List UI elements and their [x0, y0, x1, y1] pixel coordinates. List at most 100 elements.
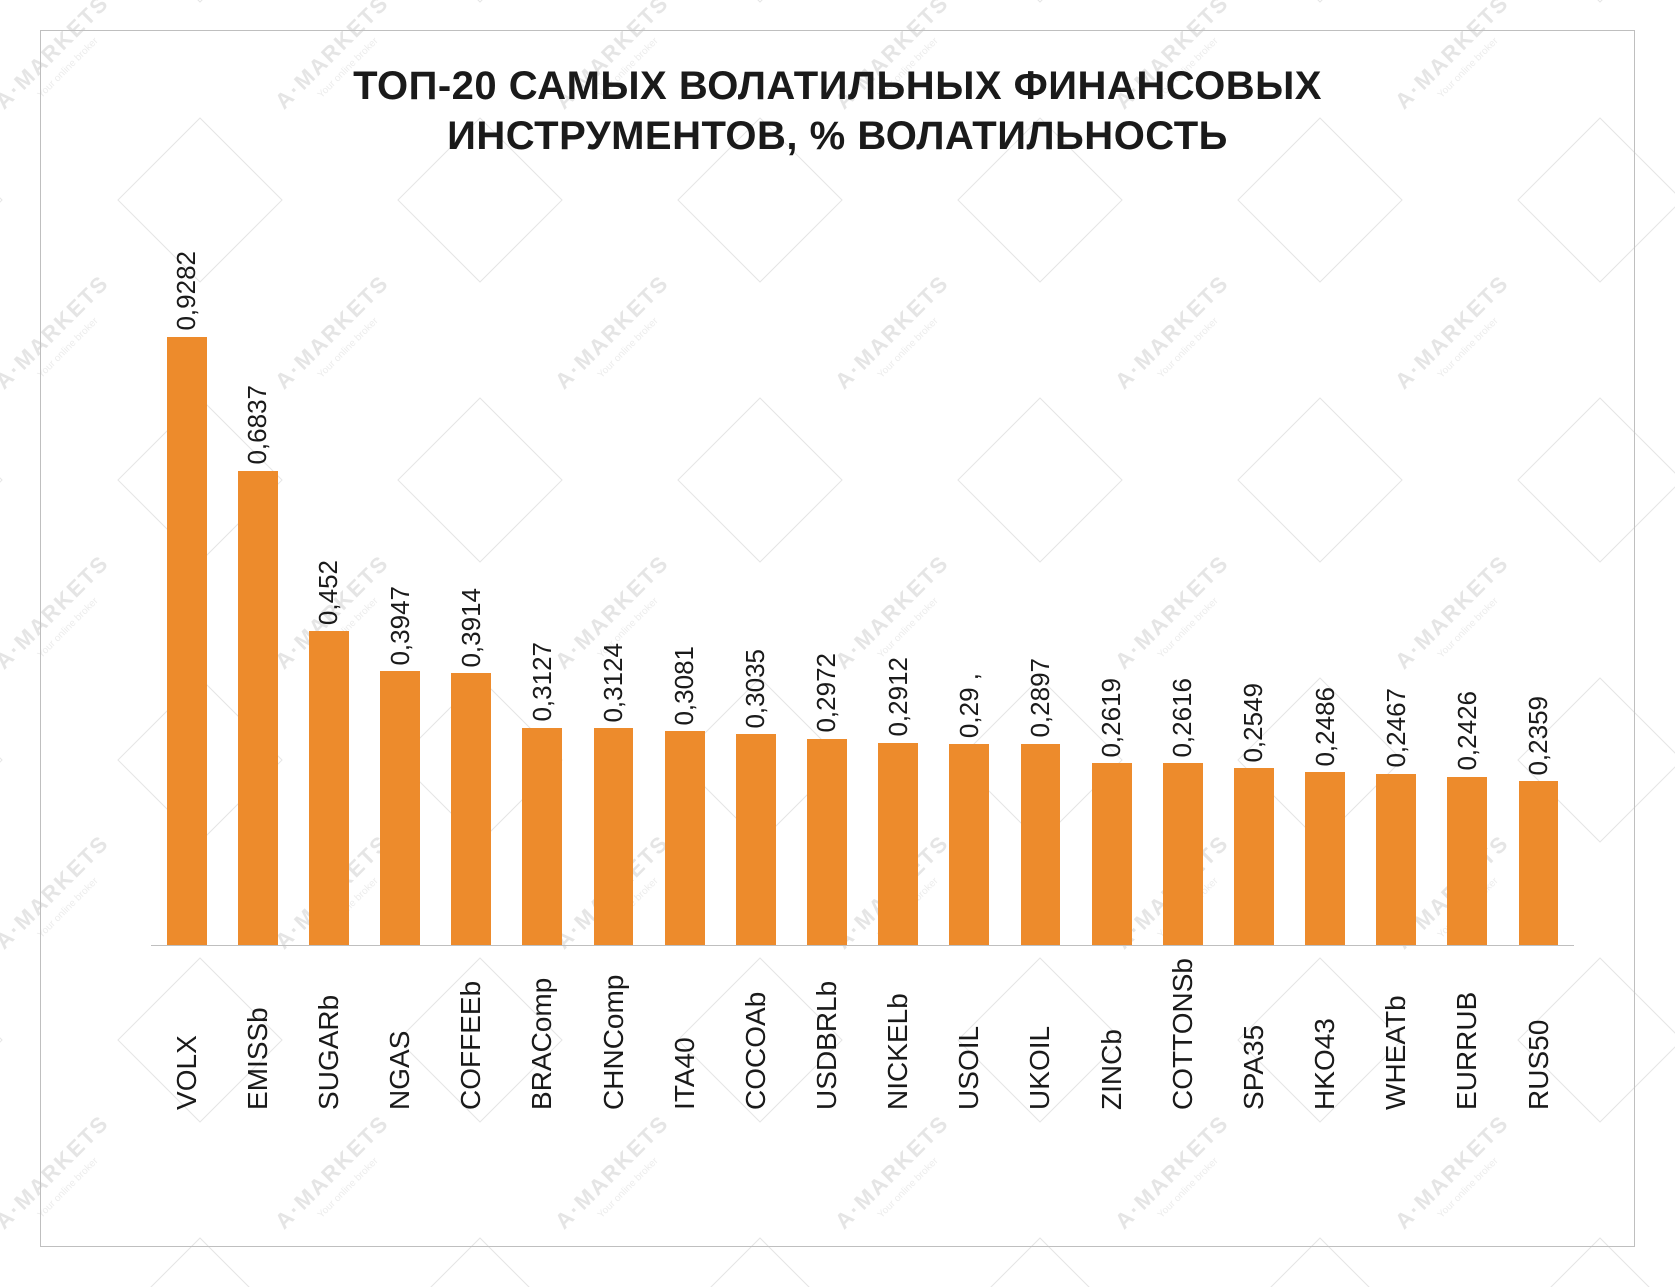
bar-wrap: 0,2467	[1361, 251, 1432, 945]
chart-title: ТОП-20 САМЫХ ВОЛАТИЛЬНЫХ ФИНАНСОВЫХ ИНСТ…	[41, 31, 1634, 171]
x-axis-label-text: BRAComp	[526, 958, 558, 1110]
bar-wrap: 0,6837	[222, 251, 293, 945]
x-axis-label: BRAComp	[507, 958, 578, 1110]
bar-value-label: 0,3035	[740, 649, 771, 729]
bar-value-label: 0,3947	[385, 586, 416, 666]
x-axis-label: ZINCb	[1076, 958, 1147, 1110]
x-axis-label-text: COTTONSb	[1167, 958, 1199, 1110]
bar-wrap: 0,2549	[1218, 251, 1289, 945]
bar	[665, 731, 705, 945]
x-axis-label: NICKELb	[863, 958, 934, 1110]
bar-value-label: 0,9282	[171, 251, 202, 331]
bar-wrap: 0,3127	[507, 251, 578, 945]
bar	[380, 671, 420, 945]
bar-wrap: 0,452	[293, 251, 364, 945]
bar-value-label: 0,2549	[1238, 683, 1269, 763]
bar-wrap: 0,2912	[863, 251, 934, 945]
bar-wrap: 0,9282	[151, 251, 222, 945]
bar	[1234, 768, 1274, 945]
bar	[1519, 781, 1559, 945]
x-axis-label: EMISSb	[222, 958, 293, 1110]
x-axis-label: COTTONSb	[1147, 958, 1218, 1110]
bar	[238, 471, 278, 945]
x-axis-label-text: EMISSb	[242, 958, 274, 1110]
bar	[309, 631, 349, 945]
bar	[1376, 774, 1416, 945]
x-axis-label: VOLX	[151, 958, 222, 1110]
bar	[167, 337, 207, 945]
x-axis-label-text: USOIL	[953, 958, 985, 1110]
bar-value-label: 0,2426	[1452, 691, 1483, 771]
x-axis-label-text: USDBRLb	[811, 958, 843, 1110]
bar-value-label: 0,3124	[598, 643, 629, 723]
bar-wrap: 0,29 ,	[934, 251, 1005, 945]
x-axis-label-text: SUGARb	[313, 958, 345, 1110]
x-axis-label-text: ITA40	[669, 958, 701, 1110]
x-axis-label-text: NGAS	[384, 958, 416, 1110]
bar-wrap: 0,3914	[436, 251, 507, 945]
bar-wrap: 0,2897	[1005, 251, 1076, 945]
x-axis-label-text: HKO43	[1309, 958, 1341, 1110]
bar-wrap: 0,2972	[791, 251, 862, 945]
x-axis-label: COFFEEb	[436, 958, 507, 1110]
x-axis-label: ITA40	[649, 958, 720, 1110]
x-axis-label: UKOIL	[1005, 958, 1076, 1110]
bar-wrap: 0,3035	[720, 251, 791, 945]
bar	[736, 734, 776, 945]
x-axis-label: RUS50	[1503, 958, 1574, 1110]
bar-value-label: 0,2616	[1167, 678, 1198, 758]
bar-value-label: 0,2467	[1381, 688, 1412, 768]
bar-value-label: 0,3914	[456, 588, 487, 668]
bar-wrap: 0,3081	[649, 251, 720, 945]
x-axis-label: USDBRLb	[791, 958, 862, 1110]
x-axis-label-text: UKOIL	[1024, 958, 1056, 1110]
bars-container: 0,9282 0,6837 0,452 0,3947 0,3914 0,3127 0,312…	[151, 251, 1574, 945]
bar-wrap: 0,2619	[1076, 251, 1147, 945]
x-axis-labels: VOLX EMISSb SUGARb NGAS COFFEEb BRAComp CHNCom…	[151, 958, 1574, 1110]
x-axis-label: HKO43	[1290, 958, 1361, 1110]
x-axis-label: EURRUB	[1432, 958, 1503, 1110]
x-axis-label-text: RUS50	[1523, 958, 1555, 1110]
bar-value-label: 0,2897	[1025, 658, 1056, 738]
bar	[522, 728, 562, 945]
x-axis-label: CHNComp	[578, 958, 649, 1110]
bar	[1092, 763, 1132, 945]
bar	[594, 728, 634, 945]
x-axis-label: WHEATb	[1361, 958, 1432, 1110]
x-axis-label-text: CHNComp	[598, 958, 630, 1110]
x-axis-label-text: VOLX	[171, 958, 203, 1110]
bar-value-label: 0,452	[313, 560, 344, 625]
bar-value-label: 0,3127	[527, 642, 558, 722]
x-axis-label-text: ZINCb	[1096, 958, 1128, 1110]
bar-value-label: 0,2619	[1096, 678, 1127, 758]
bar-wrap: 0,3947	[364, 251, 435, 945]
x-axis-label-text: EURRUB	[1451, 958, 1483, 1110]
bar-value-label: 0,3081	[669, 646, 700, 726]
bar-wrap: 0,2616	[1147, 251, 1218, 945]
bar-value-label: 0,6837	[242, 385, 273, 465]
bar	[1163, 763, 1203, 945]
x-axis-label-text: COCOAb	[740, 958, 772, 1110]
bar-wrap: 0,2426	[1432, 251, 1503, 945]
bar	[807, 739, 847, 945]
bar-wrap: 0,2359	[1503, 251, 1574, 945]
chart-title-line1: ТОП-20 САМЫХ ВОЛАТИЛЬНЫХ ФИНАНСОВЫХ	[101, 61, 1574, 111]
bar	[1021, 744, 1061, 945]
bar	[949, 744, 989, 945]
chart-title-line2: ИНСТРУМЕНТОВ, % ВОЛАТИЛЬНОСТЬ	[101, 111, 1574, 161]
bar-value-label: 0,2912	[883, 657, 914, 737]
bar	[1305, 772, 1345, 945]
bar-value-label: 0,2972	[811, 653, 842, 733]
bar-value-label: 0,2486	[1310, 687, 1341, 767]
x-axis-label-text: COFFEEb	[455, 958, 487, 1110]
bar-value-label: 0,29 ,	[954, 673, 985, 738]
bar-value-label: 0,2359	[1523, 696, 1554, 776]
x-axis-label-text: WHEATb	[1380, 958, 1412, 1110]
x-axis-label: NGAS	[364, 958, 435, 1110]
x-axis-label: USOIL	[934, 958, 1005, 1110]
chart-frame: ТОП-20 САМЫХ ВОЛАТИЛЬНЫХ ФИНАНСОВЫХ ИНСТ…	[40, 30, 1635, 1247]
bar	[451, 673, 491, 945]
bar-wrap: 0,2486	[1290, 251, 1361, 945]
bar	[1447, 777, 1487, 945]
x-axis-label: SUGARb	[293, 958, 364, 1110]
